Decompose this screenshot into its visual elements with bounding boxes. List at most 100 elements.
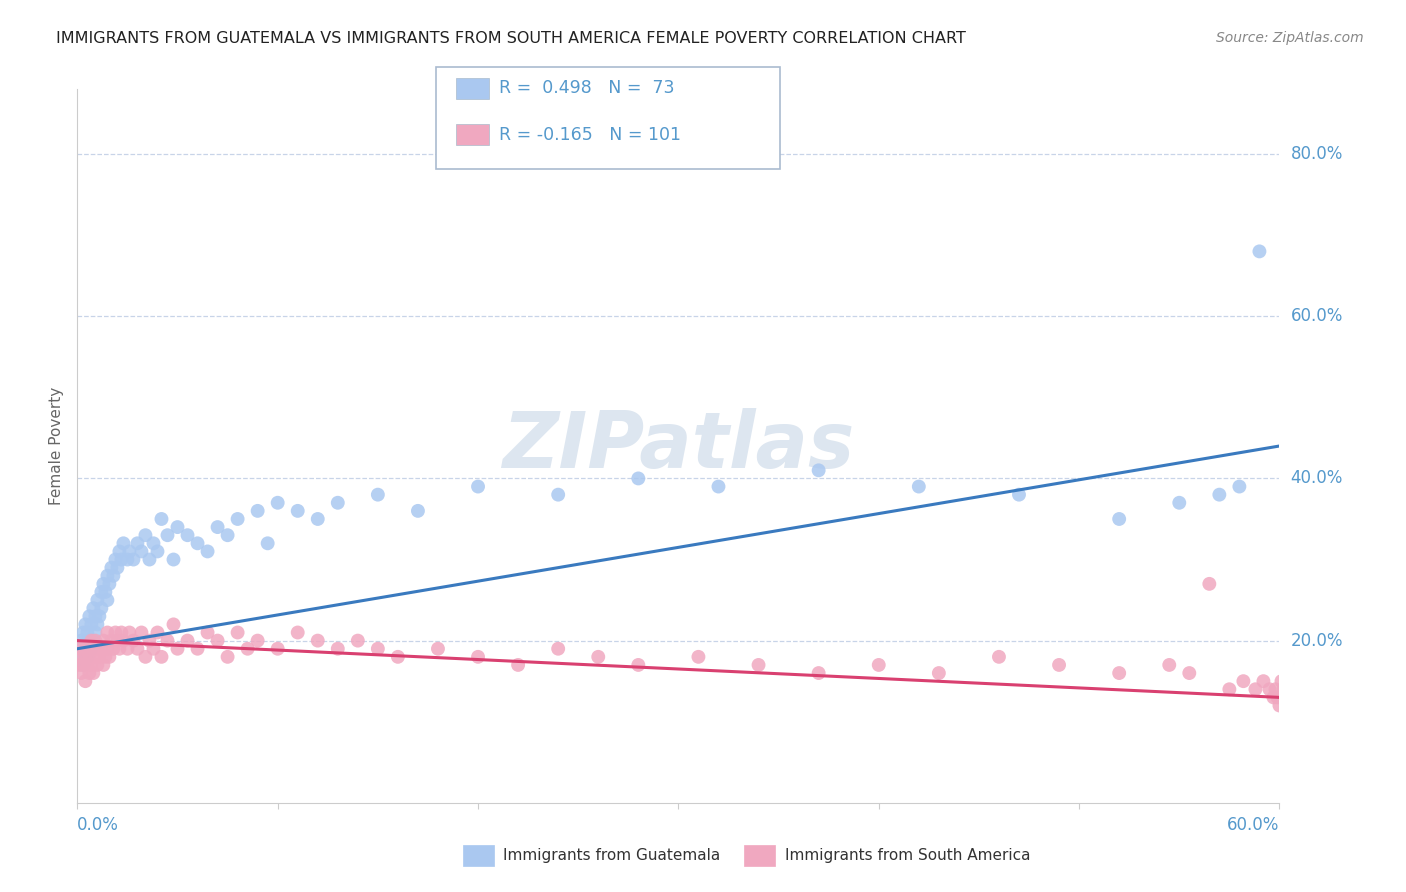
Point	[96, 641, 118, 656]
Point	[127, 536, 149, 550]
Point	[103, 641, 125, 656]
Point	[1264, 682, 1286, 697]
Point	[110, 625, 132, 640]
Point	[75, 641, 97, 656]
Point	[89, 609, 111, 624]
Point	[70, 649, 93, 664]
Point	[94, 649, 117, 664]
Point	[104, 552, 127, 566]
Point	[246, 504, 269, 518]
Point	[82, 633, 104, 648]
Point	[1267, 690, 1289, 705]
Point	[1208, 488, 1230, 502]
Point	[108, 641, 131, 656]
Text: ZIPatlas: ZIPatlas	[502, 408, 855, 484]
Point	[1286, 682, 1309, 697]
Point	[176, 528, 198, 542]
Point	[467, 479, 489, 493]
Point	[138, 633, 160, 648]
Point	[1178, 666, 1201, 681]
Point	[467, 649, 489, 664]
Text: Immigrants from South America: Immigrants from South America	[785, 848, 1031, 863]
Point	[156, 528, 179, 542]
Point	[1284, 690, 1306, 705]
Point	[1274, 690, 1296, 705]
Point	[84, 609, 107, 624]
Point	[82, 641, 104, 656]
Text: Immigrants from Guatemala: Immigrants from Guatemala	[503, 848, 721, 863]
Point	[67, 657, 90, 672]
Point	[70, 666, 93, 681]
Point	[406, 504, 429, 518]
Point	[868, 657, 890, 672]
Point	[107, 560, 129, 574]
Point	[156, 633, 179, 648]
Point	[1168, 496, 1191, 510]
Point	[197, 544, 219, 558]
Point	[1253, 674, 1275, 689]
Point	[162, 552, 184, 566]
Point	[80, 641, 103, 656]
Point	[103, 568, 125, 582]
Point	[90, 641, 112, 656]
Point	[207, 520, 229, 534]
Point	[1292, 714, 1315, 729]
Point	[307, 633, 329, 648]
Point	[86, 657, 108, 672]
Point	[166, 641, 188, 656]
Point	[166, 520, 188, 534]
Point	[427, 641, 450, 656]
Point	[1232, 674, 1254, 689]
Point	[70, 649, 93, 664]
Point	[72, 657, 94, 672]
Point	[1281, 690, 1303, 705]
Point	[96, 593, 118, 607]
Point	[72, 641, 94, 656]
Point	[84, 625, 107, 640]
Point	[508, 657, 530, 672]
Point	[82, 666, 104, 681]
Point	[217, 528, 239, 542]
Point	[86, 593, 108, 607]
Point	[256, 536, 278, 550]
Point	[176, 633, 198, 648]
Point	[89, 649, 111, 664]
Point	[67, 641, 90, 656]
Point	[807, 666, 830, 681]
Text: 40.0%: 40.0%	[1291, 469, 1343, 487]
Point	[112, 633, 135, 648]
Point	[1270, 674, 1292, 689]
Point	[127, 641, 149, 656]
Point	[108, 544, 131, 558]
Point	[80, 657, 103, 672]
Point	[326, 496, 349, 510]
Point	[226, 625, 249, 640]
Point	[104, 625, 127, 640]
Point	[367, 488, 389, 502]
Point	[326, 641, 349, 656]
Point	[1047, 657, 1070, 672]
Point	[627, 471, 650, 485]
Point	[267, 641, 290, 656]
Point	[807, 463, 830, 477]
Point	[1229, 479, 1251, 493]
Point	[107, 633, 129, 648]
Point	[67, 641, 90, 656]
Point	[367, 641, 389, 656]
Point	[547, 641, 569, 656]
Point	[72, 625, 94, 640]
Point	[226, 512, 249, 526]
Point	[110, 552, 132, 566]
Point	[287, 504, 309, 518]
Point	[1268, 698, 1291, 713]
Point	[76, 641, 98, 656]
Point	[90, 601, 112, 615]
Point	[1244, 682, 1267, 697]
Text: IMMIGRANTS FROM GUATEMALA VS IMMIGRANTS FROM SOUTH AMERICA FEMALE POVERTY CORREL: IMMIGRANTS FROM GUATEMALA VS IMMIGRANTS …	[56, 31, 966, 46]
Point	[1263, 690, 1285, 705]
Point	[100, 633, 122, 648]
Point	[70, 633, 93, 648]
Point	[588, 649, 610, 664]
Point	[100, 560, 122, 574]
Point	[94, 585, 117, 599]
